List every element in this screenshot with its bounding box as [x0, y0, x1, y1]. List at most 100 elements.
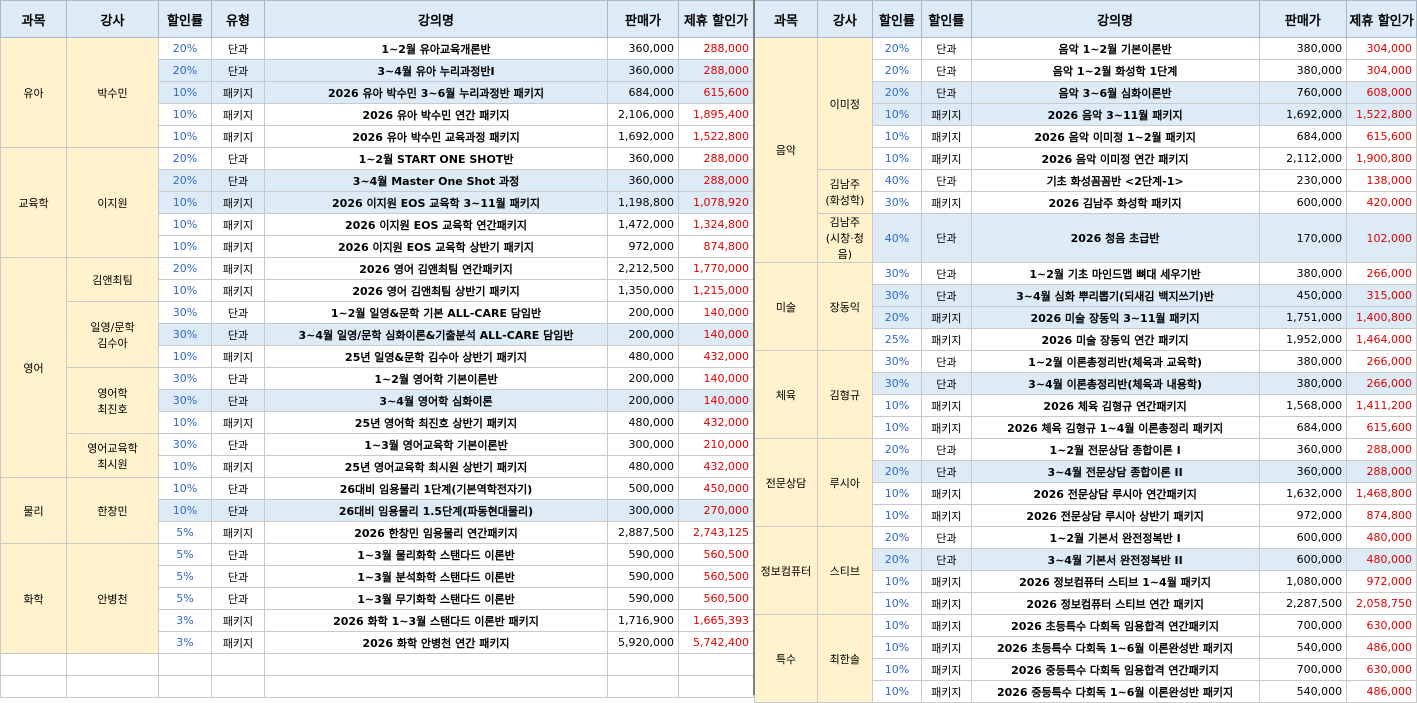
table-row: 20% 단과 음악 1~2월 화성학 1단계 380,000 304,000: [755, 59, 1417, 82]
header-instructor: 강사: [66, 0, 159, 38]
discount-rate-cell: 3%: [158, 609, 212, 632]
header-row: 과목 강사 할인률 할인률 강의명 판매가 제휴 할인가: [754, 0, 1417, 38]
type-cell: 단과: [211, 169, 265, 192]
discount-rate-cell: 30%: [871, 191, 923, 214]
price-cell: 1,568,000: [1258, 394, 1348, 417]
instructor-cell: 영어교육학 최시원: [66, 433, 159, 478]
discount-rate-cell: 20%: [158, 169, 212, 192]
type-cell: 패키지: [921, 636, 972, 659]
partner-price-cell: 615,600: [1346, 125, 1417, 148]
price-cell: 360,000: [607, 147, 679, 170]
table-row: 일영/문학 김수아 30% 단과 1~2월 일영&문학 기본 ALL-CARE 담임반…: [1, 301, 754, 368]
type-cell: 단과: [921, 548, 972, 571]
lecture-name-cell: 3~4월 전문상담 종합이론 II: [970, 460, 1260, 483]
lecture-name-cell: 2026 영어 김앤최팀 상반기 패키지: [264, 279, 608, 302]
price-cell: 590,000: [607, 565, 679, 588]
partner-price-cell: 1,665,393: [678, 609, 754, 632]
discount-rate-cell: 10%: [158, 103, 212, 126]
partner-price-cell: 608,000: [1346, 81, 1417, 104]
partner-price-cell: 432,000: [678, 455, 754, 478]
type-cell: 패키지: [211, 235, 265, 258]
price-cell: 540,000: [1258, 636, 1348, 659]
discount-rate-cell: 10%: [871, 614, 923, 637]
partner-price-cell: 2,743,125: [678, 521, 754, 544]
partner-price-cell: 304,000: [1346, 37, 1417, 60]
type-cell: 단과: [211, 499, 265, 522]
discount-rate-cell: 10%: [871, 592, 923, 615]
lecture-name-cell: 음악 1~2월 기본이론반: [970, 37, 1260, 60]
lecture-name-cell: 1~2월 기본서 완전정복반 I: [970, 526, 1260, 549]
price-cell: 684,000: [1258, 416, 1348, 439]
type-cell: 단과: [211, 389, 265, 412]
discount-rate-cell: 10%: [871, 482, 923, 505]
type-cell: 패키지: [211, 191, 265, 214]
price-cell: 200,000: [607, 323, 679, 346]
type-cell: 단과: [921, 350, 972, 373]
partner-price-cell: 1,078,920: [678, 191, 754, 214]
price-cell: 300,000: [607, 499, 679, 522]
instructor-cell: 김앤최팀: [66, 257, 159, 302]
lecture-name-cell: 2026 한창민 임용물리 연간패키지: [264, 521, 608, 544]
lecture-name-cell: 2026 음악 이미정 연간 패키지: [970, 147, 1260, 170]
lecture-name-cell: 1~2월 이론총정리반(체육과 교육학): [970, 350, 1260, 373]
price-cell: 1,080,000: [1258, 570, 1348, 593]
lecture-name-cell: 2026 중등특수 다회독 1~6월 이론완성반 패키지: [970, 680, 1260, 703]
table-row: 미술 장동익 30% 단과 1~2월 기초 마인드맵 뼈대 세우기반 380,000 266…: [754, 262, 1417, 351]
instructor-cell: 이지원: [66, 147, 159, 258]
discount-rate-cell: 10%: [871, 570, 923, 593]
lecture-name-cell: 3~4월 유아 누리과정반I: [264, 59, 608, 82]
table-row: 10% 패키지 25년 영어교육학 최시원 상반기 패키지 480,000 432,00…: [1, 455, 754, 478]
type-cell: 패키지: [211, 609, 265, 632]
discount-rate-cell: 20%: [871, 81, 923, 104]
partner-price-cell: 1,468,800: [1346, 482, 1417, 505]
discount-rate-cell: 10%: [158, 345, 212, 368]
price-cell: 200,000: [607, 367, 679, 390]
discount-rate-cell: 25%: [871, 328, 923, 351]
price-cell: 450,000: [1258, 284, 1348, 307]
discount-rate-cell: 20%: [871, 548, 923, 571]
lecture-name-cell: 1~2월 영어학 기본이론반: [264, 367, 608, 390]
partner-price-cell: 140,000: [678, 389, 754, 412]
header-partner-price: 제휴 할인가: [678, 0, 754, 38]
type-cell: 단과: [921, 59, 972, 82]
subject-cell: 미술: [754, 262, 818, 351]
table-row: 10% 패키지 2026 이지원 EOS 교육학 3~11월 패키지 1,198,80…: [1, 191, 754, 214]
lecture-name-cell: 2026 이지원 EOS 교육학 연간패키지: [264, 213, 608, 236]
price-cell: 684,000: [607, 81, 679, 104]
type-cell: 패키지: [921, 191, 972, 214]
discount-rate-cell: 10%: [158, 191, 212, 214]
instructor-cell: 박수민: [66, 37, 159, 148]
partner-price-cell: 630,000: [1346, 658, 1417, 681]
discount-rate-cell: 30%: [158, 389, 212, 412]
price-cell: 2,212,500: [607, 257, 679, 280]
type-cell: 패키지: [921, 328, 972, 351]
discount-rate-cell: 10%: [871, 658, 923, 681]
partner-price-cell: 266,000: [1346, 262, 1417, 285]
discount-rate-cell: 10%: [158, 125, 212, 148]
instructor-cell: 장동익: [816, 262, 873, 351]
table-row: 영어학 최진호 30% 단과 1~2월 영어학 기본이론반 200,000 140,000: [1, 367, 754, 434]
lecture-name-cell: 2026 미술 장동익 3~11월 패키지: [970, 306, 1260, 329]
lecture-name-cell: 2026 체육 김형규 연간패키지: [970, 394, 1260, 417]
price-cell: 200,000: [607, 301, 679, 324]
discount-rate-cell: 5%: [158, 587, 212, 610]
type-cell: 패키지: [211, 345, 265, 368]
instructor-cell: 최한솔: [816, 614, 873, 703]
discount-rate-cell: 10%: [158, 477, 212, 500]
subject-cell: 교육학: [0, 147, 67, 258]
type-cell: 단과: [211, 477, 265, 500]
partner-price-cell: 1,324,800: [678, 213, 754, 236]
lecture-name-cell: 3~4월 기본서 완전정복반 II: [970, 548, 1260, 571]
price-cell: 1,751,000: [1258, 306, 1348, 329]
partner-price-cell: 1,464,000: [1346, 328, 1417, 351]
price-cell: 380,000: [1258, 372, 1348, 395]
price-cell: 380,000: [1258, 262, 1348, 285]
type-cell: 단과: [211, 37, 265, 60]
discount-rate-cell: 30%: [158, 301, 212, 324]
partner-price-cell: 140,000: [678, 301, 754, 324]
type-cell: 단과: [211, 147, 265, 170]
empty-cell: [264, 675, 608, 698]
table-row: 20% 패키지 2026 미술 장동익 3~11월 패키지 1,751,000 1,40…: [755, 306, 1417, 329]
instructor-cell: 김남주 (시창·청음): [816, 213, 873, 263]
type-cell: 패키지: [211, 81, 265, 104]
